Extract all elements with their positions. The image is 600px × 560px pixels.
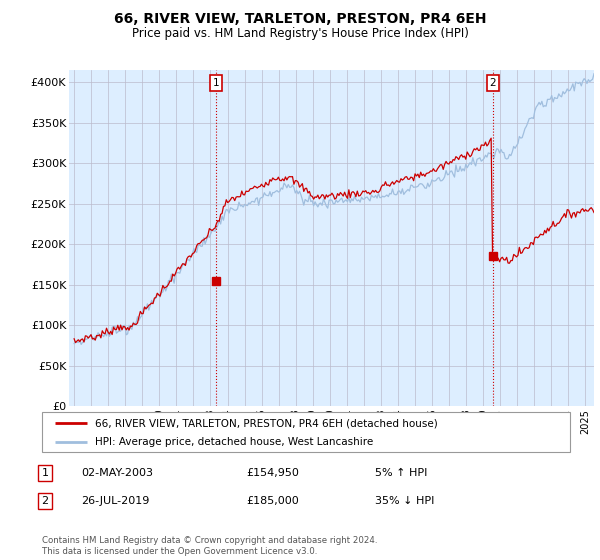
- Text: 2: 2: [41, 496, 49, 506]
- Text: 2: 2: [490, 78, 496, 88]
- FancyBboxPatch shape: [42, 412, 570, 452]
- Text: 35% ↓ HPI: 35% ↓ HPI: [375, 496, 434, 506]
- Text: 66, RIVER VIEW, TARLETON, PRESTON, PR4 6EH (detached house): 66, RIVER VIEW, TARLETON, PRESTON, PR4 6…: [95, 418, 437, 428]
- Text: Contains HM Land Registry data © Crown copyright and database right 2024.
This d: Contains HM Land Registry data © Crown c…: [42, 536, 377, 556]
- Text: 1: 1: [213, 78, 220, 88]
- Text: Price paid vs. HM Land Registry's House Price Index (HPI): Price paid vs. HM Land Registry's House …: [131, 27, 469, 40]
- Text: HPI: Average price, detached house, West Lancashire: HPI: Average price, detached house, West…: [95, 437, 373, 446]
- Text: 5% ↑ HPI: 5% ↑ HPI: [375, 468, 427, 478]
- Text: 1: 1: [41, 468, 49, 478]
- Text: 26-JUL-2019: 26-JUL-2019: [81, 496, 149, 506]
- Text: £185,000: £185,000: [246, 496, 299, 506]
- Text: 66, RIVER VIEW, TARLETON, PRESTON, PR4 6EH: 66, RIVER VIEW, TARLETON, PRESTON, PR4 6…: [114, 12, 486, 26]
- Text: 02-MAY-2003: 02-MAY-2003: [81, 468, 153, 478]
- Text: £154,950: £154,950: [246, 468, 299, 478]
